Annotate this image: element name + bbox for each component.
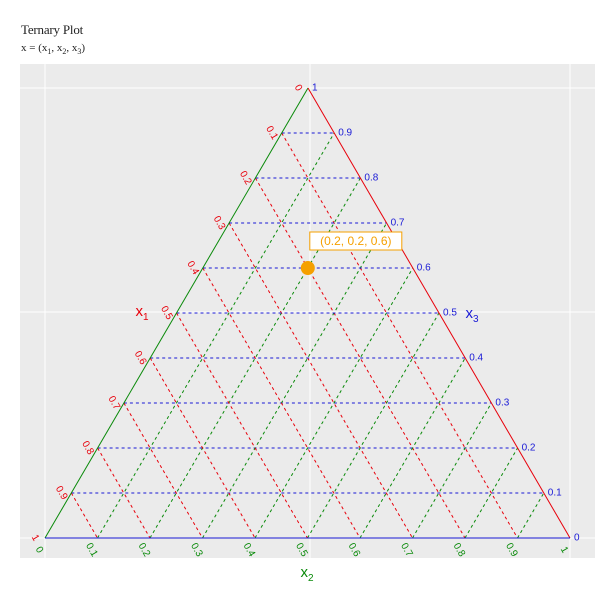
plot-panel (20, 64, 595, 558)
x1-axis-title: x1 (135, 303, 149, 323)
grid-line-x1 (176, 312, 308, 539)
x3-tick-label: 0 (574, 533, 580, 544)
x3-tick-label: 0.8 (364, 173, 378, 184)
grid-line-x1 (97, 447, 151, 539)
chart-subtitle: x = (x1, x2, x3) (21, 42, 86, 57)
grid-line-x2 (202, 222, 388, 539)
data-label: (0.2, 0.2, 0.6) (320, 234, 391, 248)
grid-line-x2 (464, 447, 519, 539)
x3-tick-label: 0.2 (522, 443, 536, 454)
grid-line-x1 (70, 492, 98, 539)
grid-line-x2 (412, 402, 492, 539)
grid-line-x2 (517, 492, 545, 539)
data-point (300, 261, 315, 275)
chart-title: Ternary Plot (21, 22, 84, 37)
grid-line-x1 (123, 402, 203, 539)
x3-tick-label: 0.3 (495, 398, 509, 409)
x1-tick-label: 0 (292, 83, 305, 94)
triangle-edge-right (307, 87, 571, 539)
data-label-box (309, 231, 403, 251)
x3-tick-label: 0.4 (469, 353, 483, 364)
grid-line-x2 (307, 312, 440, 539)
grid-line-x1 (202, 267, 361, 539)
grid-line-x1 (149, 357, 256, 539)
x3-tick-label: 0.6 (417, 263, 431, 274)
grid-line-x2 (97, 132, 335, 539)
x3-tick-label: 0.9 (338, 128, 352, 139)
x3-tick-label: 0.1 (548, 488, 562, 499)
x2-tick-label: 0 (33, 545, 46, 556)
grid-line-x1 (281, 132, 518, 539)
grid-line-x1 (228, 222, 413, 539)
x2-axis-title: x2 (300, 564, 314, 584)
grid-line-x2 (359, 357, 466, 539)
triangle-edge-left (44, 87, 309, 539)
x3-tick-label: 0.7 (391, 218, 405, 229)
x3-tick-label: 0.5 (443, 308, 457, 319)
x2-tick-label: 1 (558, 545, 571, 556)
x3-axis-title: x3 (465, 305, 479, 325)
x1-tick-label: 1 (29, 533, 42, 544)
x3-tick-label: 1 (312, 83, 318, 94)
